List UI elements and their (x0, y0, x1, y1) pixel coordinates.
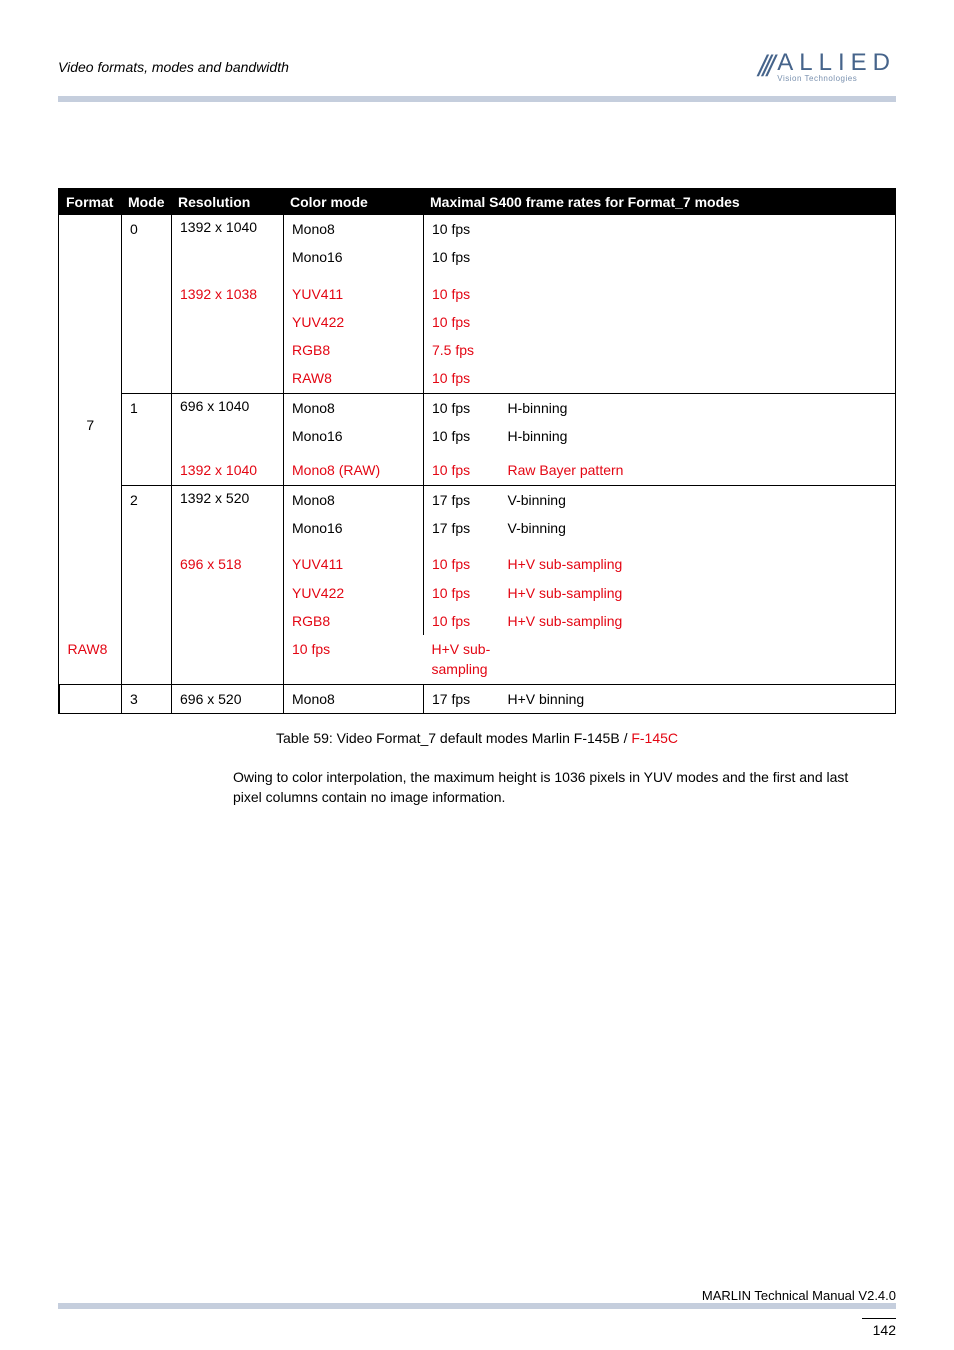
note-cell: V-binning (500, 514, 895, 542)
color-mode-cell: Mono16 (284, 243, 424, 271)
body-paragraph: Owing to color interpolation, the maximu… (233, 768, 876, 807)
col-resolution: Resolution (172, 190, 284, 215)
footer-manual-title: MARLIN Technical Manual V2.4.0 (58, 1288, 896, 1303)
rate-cell: 7.5 fps (424, 336, 500, 364)
header-section-title: Video formats, modes and bandwidth (58, 59, 289, 75)
color-mode-cell: RGB8 (284, 336, 424, 364)
table-row: 1392 x 1038 YUV411 10 fps (60, 272, 895, 308)
note-cell (500, 243, 895, 271)
note-cell: H+V sub-sampling (500, 542, 895, 578)
logo-slashes-icon: /// (758, 50, 771, 84)
table-row: 7 0 1392 x 1040 Mono8 10 fps (60, 215, 895, 244)
color-mode-cell: Mono8 (RAW) (284, 450, 424, 485)
col-max-rates: Maximal S400 frame rates for Format_7 mo… (424, 190, 895, 215)
rate-cell: 10 fps (424, 393, 500, 422)
rate-cell: 17 fps (424, 485, 500, 514)
rate-cell: 10 fps (424, 308, 500, 336)
rate-cell: 10 fps (424, 272, 500, 308)
note-cell (500, 272, 895, 308)
rate-cell: 10 fps (284, 635, 424, 684)
resolution-cell: 696 x 518 (172, 542, 284, 684)
resolution-cell: 696 x 520 (172, 684, 284, 713)
table-caption: Table 59: Video Format_7 default modes M… (58, 730, 896, 746)
color-mode-cell: RAW8 (284, 364, 424, 393)
color-mode-cell: Mono8 (284, 485, 424, 514)
rate-cell: 17 fps (424, 684, 500, 713)
resolution-cell: 1392 x 1038 (172, 272, 284, 394)
footer-divider (58, 1303, 896, 1309)
note-cell: H+V sub-sampling (424, 635, 500, 684)
note-cell (500, 336, 895, 364)
note-cell: H+V sub-sampling (500, 579, 895, 607)
format7-table: Format Mode Resolution Color mode Maxima… (58, 188, 896, 714)
table-row: 3 696 x 520 Mono8 17 fps H+V binning (60, 684, 895, 713)
header-divider (58, 96, 896, 102)
rate-cell: 10 fps (424, 422, 500, 450)
note-cell: V-binning (500, 485, 895, 514)
rate-cell: 10 fps (424, 450, 500, 485)
rate-cell: 10 fps (424, 542, 500, 578)
table-row: 2 1392 x 520 Mono8 17 fps V-binning (60, 485, 895, 514)
note-cell (500, 308, 895, 336)
mode-cell: 3 (122, 684, 172, 713)
note-cell: H-binning (500, 422, 895, 450)
note-cell: H+V sub-sampling (500, 607, 895, 635)
note-cell: H-binning (500, 393, 895, 422)
caption-prefix: Table 59: Video Format_7 default modes M… (276, 730, 631, 746)
format-empty-cell (60, 684, 122, 713)
rate-cell: 10 fps (424, 364, 500, 393)
color-mode-cell: RAW8 (60, 635, 122, 684)
note-cell: H+V binning (500, 684, 895, 713)
color-mode-cell: YUV422 (284, 579, 424, 607)
page-number: 142 (862, 1318, 896, 1338)
color-mode-cell: Mono16 (284, 422, 424, 450)
color-mode-cell: Mono8 (284, 215, 424, 244)
logo-brand: ALLIED (777, 51, 896, 75)
color-mode-cell: Mono8 (284, 684, 424, 713)
format-cell: 7 (60, 215, 122, 636)
resolution-cell: 1392 x 520 (172, 485, 284, 542)
color-mode-cell: Mono8 (284, 393, 424, 422)
note-cell (500, 215, 895, 244)
rate-cell: 10 fps (424, 243, 500, 271)
page-header: Video formats, modes and bandwidth /// A… (58, 50, 896, 92)
mode-cell: 0 (122, 215, 172, 394)
color-mode-cell: RGB8 (284, 607, 424, 635)
rate-cell: 10 fps (424, 579, 500, 607)
table-row: 1 696 x 1040 Mono8 10 fps H-binning (60, 393, 895, 422)
logo-tagline: Vision Technologies (777, 75, 896, 83)
note-cell (500, 364, 895, 393)
color-mode-cell: Mono16 (284, 514, 424, 542)
logo: /// ALLIED Vision Technologies (758, 50, 896, 84)
mode-cell: 2 (122, 485, 172, 684)
table-header-row: Format Mode Resolution Color mode Maxima… (60, 190, 895, 215)
col-format: Format (60, 190, 122, 215)
rate-cell: 10 fps (424, 607, 500, 635)
resolution-cell: 1392 x 1040 (172, 450, 284, 485)
col-color-mode: Color mode (284, 190, 424, 215)
note-cell: Raw Bayer pattern (500, 450, 895, 485)
resolution-cell: 1392 x 1040 (172, 215, 284, 272)
color-mode-cell: YUV422 (284, 308, 424, 336)
rate-cell: 10 fps (424, 215, 500, 244)
color-mode-cell: YUV411 (284, 272, 424, 308)
col-mode: Mode (122, 190, 172, 215)
table-row: 696 x 518 YUV411 10 fps H+V sub-sampling (60, 542, 895, 578)
resolution-cell: 696 x 1040 (172, 393, 284, 450)
rate-cell: 17 fps (424, 514, 500, 542)
caption-suffix: F-145C (631, 730, 678, 746)
mode-cell: 1 (122, 393, 172, 485)
color-mode-cell: YUV411 (284, 542, 424, 578)
table-row: 1392 x 1040 Mono8 (RAW) 10 fps Raw Bayer… (60, 450, 895, 485)
